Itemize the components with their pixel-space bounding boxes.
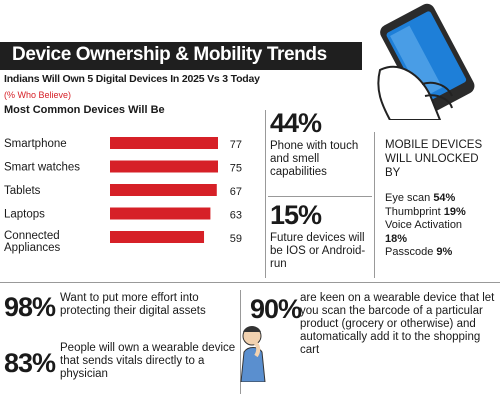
chart-subtitle: Indians Will Own 5 Digital Devices In 20… (4, 73, 260, 85)
divider-left (265, 110, 266, 278)
unlock-item: Thumbprint 19% (385, 205, 466, 218)
unlock-item: Passcode 9% (385, 246, 453, 258)
device-bar-chart: Smartphone 77 Smart watches 75 Tablets 67 Lapt… (4, 137, 242, 254)
stat-digital-assets-text: Want to put more effort into protecting … (60, 292, 206, 317)
divider-middle (268, 196, 372, 197)
bar (110, 160, 218, 173)
value-label: 67 (230, 186, 242, 198)
divider-bottom-vertical (240, 290, 241, 394)
category-label: Smartphone (4, 138, 67, 150)
category-label: Connected Appliances (4, 230, 61, 254)
divider-right (374, 132, 375, 278)
unlock-heading: MOBILE DEVICES WILL UNLOCKED BY (385, 139, 483, 179)
stat-ios-android-text: Future devices will be IOS or Android-ru… (270, 232, 366, 270)
value-label: 59 (230, 233, 242, 245)
unlock-item: Voice Activation (385, 219, 463, 231)
stat-vitals-text: People will own a wearable device that s… (60, 342, 236, 380)
hand-holding-phone-icon (377, 3, 475, 120)
chart-note: (% Who Believe) (4, 90, 72, 100)
bar (110, 207, 211, 220)
value-label: 77 (230, 139, 242, 151)
unlock-item: 18% (385, 232, 408, 245)
stat-touch-smell-pct: 44% (270, 108, 322, 138)
bar (110, 137, 218, 149)
stat-ios-android-pct: 15% (270, 200, 322, 230)
stat-digital-assets-pct: 98% (4, 292, 56, 322)
value-label: 75 (230, 163, 242, 175)
category-label: Laptops (4, 209, 45, 221)
chart-title: Device Ownership & Mobility Trends (12, 44, 327, 65)
stat-vitals-pct: 83% (4, 348, 56, 378)
bar (110, 184, 217, 196)
category-label: Tablets (4, 185, 41, 197)
bar (110, 231, 205, 243)
title-bar (0, 42, 362, 70)
section-heading: Most Common Devices Will Be (4, 104, 165, 116)
thinking-person-icon (240, 326, 266, 382)
value-label: 63 (230, 210, 242, 222)
divider-bottom (0, 282, 500, 283)
unlock-list: Eye scan 54% Thumbprint 19% Voice Activa… (385, 192, 495, 260)
category-label: Smart watches (4, 162, 80, 174)
stat-barcode-pct: 90% (250, 294, 302, 324)
stat-touch-smell-text: Phone with touch and smell capabilities (270, 140, 359, 178)
stat-barcode-text: are keen on a wearable device that let y… (300, 292, 495, 356)
unlock-item: Eye scan 54% (385, 192, 456, 204)
